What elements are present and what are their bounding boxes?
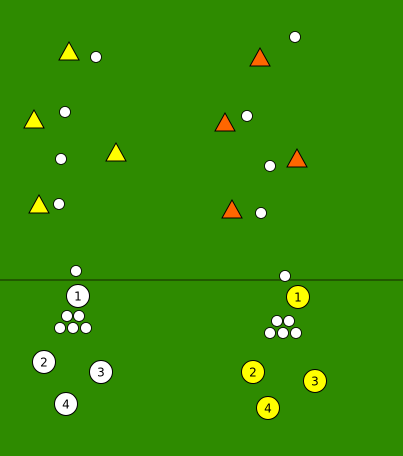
white-player-marker: [66, 284, 90, 308]
orange-cone: [221, 198, 243, 219]
ball: [73, 310, 85, 322]
ball: [271, 315, 283, 327]
white-player-number: 3: [97, 366, 105, 380]
yellow-player-marker: [286, 285, 310, 309]
white-player-4: 4: [54, 392, 78, 416]
ball: [55, 153, 67, 165]
yellow-player-marker: [241, 360, 265, 384]
ball: [70, 265, 82, 277]
white-player-marker: [89, 360, 113, 384]
white-player-3: 3: [89, 360, 113, 384]
yellow-player-marker: [303, 369, 327, 393]
yellow-player-number: 2: [249, 366, 257, 380]
cones-layer: [23, 40, 308, 219]
ball: [90, 51, 102, 63]
ball: [59, 106, 71, 118]
ball: [264, 327, 276, 339]
ball: [61, 310, 73, 322]
white-player-number: 2: [40, 356, 48, 370]
orange-cone: [214, 111, 236, 132]
yellow-cone: [28, 193, 50, 214]
ball: [283, 315, 295, 327]
ball: [264, 160, 276, 172]
ball: [53, 198, 65, 210]
ball: [290, 327, 302, 339]
white-player-marker: [32, 350, 56, 374]
orange-cone: [286, 147, 308, 168]
ball: [54, 322, 66, 334]
yellow-player-marker: [256, 396, 280, 420]
ball: [279, 270, 291, 282]
white-player-2: 2: [32, 350, 56, 374]
orange-cone: [249, 46, 271, 67]
players-layer: 1 2 3 4 1 2 3 4: [32, 284, 327, 420]
yellow-player-number: 4: [264, 402, 272, 416]
ball: [255, 207, 267, 219]
ball: [80, 322, 92, 334]
yellow-player-number: 3: [311, 375, 319, 389]
yellow-player-1: 1: [286, 285, 310, 309]
ball: [289, 31, 301, 43]
white-player-marker: [54, 392, 78, 416]
white-player-number: 1: [74, 290, 82, 304]
white-player-1: 1: [66, 284, 90, 308]
ball: [67, 322, 79, 334]
white-player-number: 4: [62, 398, 70, 412]
yellow-cone: [23, 108, 45, 129]
balls-layer: [53, 31, 302, 339]
ball: [277, 327, 289, 339]
yellow-cone: [105, 141, 127, 162]
yellow-cone: [58, 40, 80, 61]
yellow-player-3: 3: [303, 369, 327, 393]
yellow-player-number: 1: [294, 291, 302, 305]
ball: [241, 110, 253, 122]
yellow-player-4: 4: [256, 396, 280, 420]
yellow-player-2: 2: [241, 360, 265, 384]
